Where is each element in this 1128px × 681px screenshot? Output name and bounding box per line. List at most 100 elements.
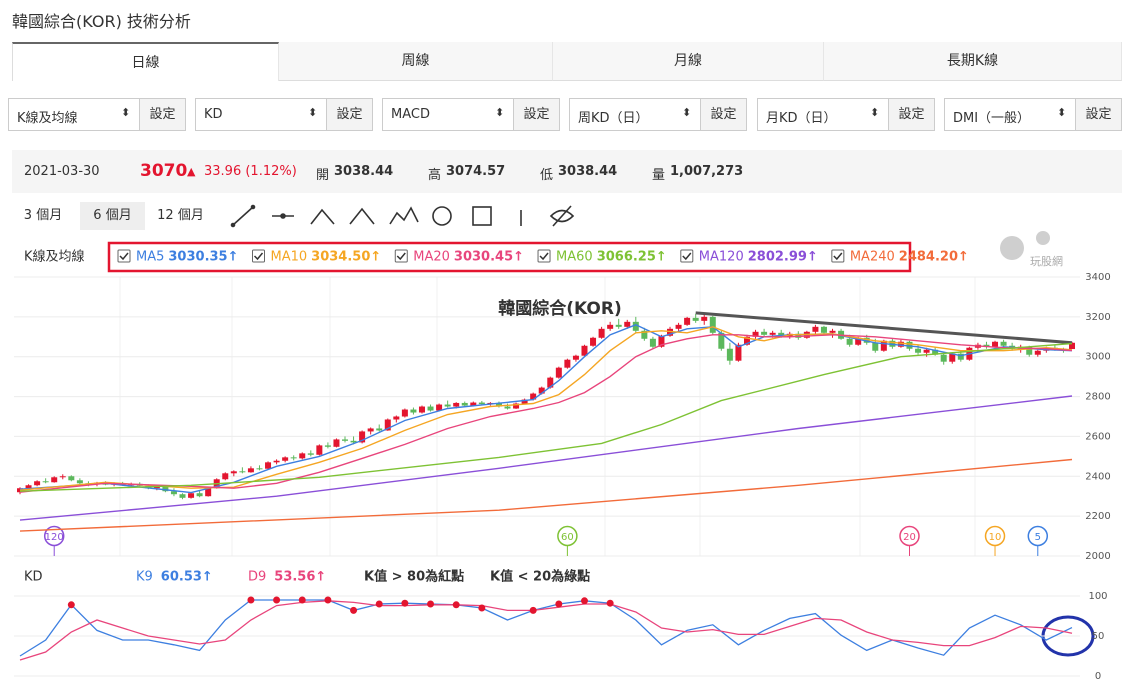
legend-checkbox (394, 249, 408, 263)
legend-value: 2484.20↑ (899, 250, 969, 265)
settings-button[interactable]: 設定 (139, 99, 185, 130)
candle-body (906, 341, 913, 349)
candle-body (256, 468, 263, 470)
y-tick-label: 2400 (1085, 471, 1110, 482)
range-button[interactable]: 6 個月 (80, 202, 145, 230)
settings-button[interactable]: 設定 (700, 99, 746, 130)
period-marker-label: 60 (561, 532, 574, 543)
period-marker (1027, 525, 1049, 547)
candle-body (949, 353, 956, 362)
selector[interactable]: MACD ⬍ 設定 (382, 98, 560, 131)
candle-body (590, 337, 597, 346)
legend-value: 3030.45↑ (454, 250, 524, 265)
candle-body (761, 331, 768, 335)
candle-body (726, 348, 733, 361)
y-tick-label: 50 (1092, 631, 1105, 642)
legend-title: K線及均線 (24, 249, 85, 265)
candle-body (915, 348, 922, 353)
legend-label: MA5 (136, 250, 164, 265)
settings-button[interactable]: 設定 (513, 99, 559, 130)
tab[interactable]: 長期K線 (824, 42, 1122, 81)
tab[interactable]: 周線 (279, 42, 553, 81)
candle-body (265, 462, 272, 469)
high-label: 高 (428, 168, 442, 183)
kd-line (19, 600, 1073, 661)
range-button[interactable]: 12 個月 (157, 208, 204, 223)
candle-body (769, 332, 776, 335)
legend-check (682, 252, 692, 261)
candle-body (196, 493, 203, 497)
ma-line (19, 334, 1073, 493)
signal-dot (580, 597, 588, 605)
quote-change: 33.96 (1.12%) (204, 164, 297, 179)
selector-label: DMI（一般） (953, 111, 1031, 126)
drawing-tools[interactable] (230, 204, 575, 228)
signal-dot (247, 596, 255, 604)
candle-body (376, 428, 383, 431)
signal-dot (427, 600, 435, 608)
candle-body (504, 406, 511, 409)
selector[interactable]: 月KD（日） ⬍ 設定 (757, 98, 935, 131)
signal-dot (401, 599, 409, 607)
y-tick-label: 2000 (1085, 551, 1110, 562)
candle-body (863, 337, 870, 343)
candle-body (855, 337, 862, 345)
y-tick-label: 2600 (1085, 431, 1110, 442)
candle-body (1034, 350, 1041, 355)
settings-button[interactable]: 設定 (326, 99, 372, 130)
legend-check (119, 252, 129, 261)
ma-line (19, 342, 1073, 492)
signal-dot (478, 604, 486, 612)
quote-date: 2021-03-30 (24, 164, 100, 179)
signal-dot (298, 596, 306, 604)
candle-body (230, 471, 237, 474)
legend-check (396, 252, 406, 261)
candle-body (607, 324, 614, 329)
settings-button[interactable]: 設定 (1075, 99, 1121, 130)
candle-body (564, 359, 571, 368)
tab[interactable]: 日線 (12, 42, 279, 81)
selector[interactable]: 周KD（日） ⬍ 設定 (569, 98, 747, 131)
up-arrow: ▲ (187, 165, 196, 178)
selector[interactable]: K線及均線 ⬍ 設定 (8, 98, 186, 131)
kd-line (19, 599, 1073, 657)
y-tick-label: 3000 (1085, 352, 1110, 363)
ma-line (19, 324, 1073, 494)
volume-value: 1,007,273 (670, 164, 744, 179)
candle-body (222, 473, 229, 480)
candle-body (812, 326, 819, 332)
candle-body (205, 488, 212, 497)
signal-dot (452, 601, 460, 609)
annotation: K值 > 80為紅點 (364, 569, 464, 585)
period-marker (899, 525, 920, 547)
settings-button[interactable]: 設定 (888, 99, 934, 130)
y-tick-label: 2800 (1085, 392, 1110, 403)
low-label: 低 (540, 168, 554, 183)
candle-body (701, 316, 708, 321)
legend-value: 53.56↑ (274, 570, 326, 585)
candle-body (68, 476, 75, 481)
high-value: 3074.57 (446, 164, 506, 179)
candle-body (829, 330, 836, 333)
volume-label: 量 (652, 168, 666, 183)
legend-checkbox (831, 249, 845, 263)
period-marker (984, 525, 1006, 547)
legend-label: K9 (136, 570, 153, 585)
legend-label: MA60 (556, 250, 593, 265)
signal-dot (67, 601, 75, 609)
range-button[interactable]: 3 個月 (23, 208, 63, 223)
ma-line (19, 458, 1073, 532)
selector[interactable]: KD ⬍ 設定 (195, 98, 373, 131)
candle-body (34, 481, 41, 486)
candle-body (42, 481, 49, 483)
candle-body (923, 349, 930, 353)
candle-body (992, 341, 999, 347)
chart-title: 韓國綜合(KOR) (498, 298, 622, 319)
tab[interactable]: 月線 (553, 42, 824, 81)
candle-body (17, 488, 23, 493)
candle-body (684, 317, 691, 325)
period-marker-label: 20 (903, 532, 916, 543)
candle-body (940, 354, 947, 362)
candle-body (453, 402, 460, 407)
selector[interactable]: DMI（一般） ⬍ 設定 (944, 98, 1122, 131)
